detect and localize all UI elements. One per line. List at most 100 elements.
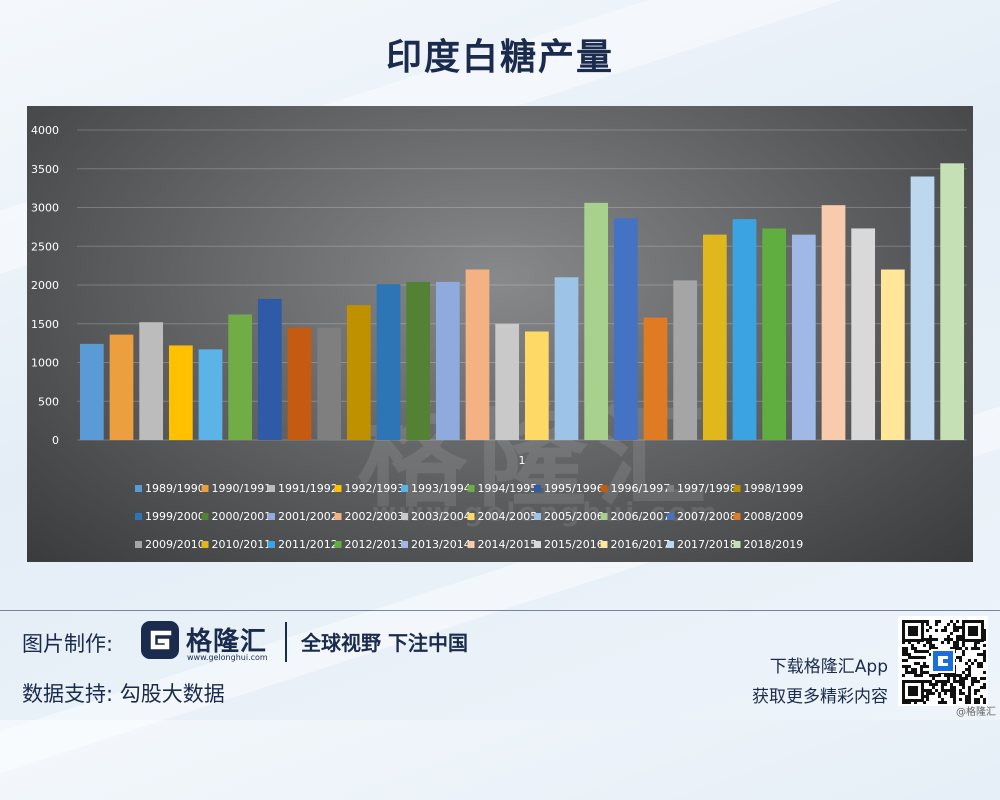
legend-label: 2004/2005 (478, 510, 538, 523)
legend-label: 1994/1995 (478, 482, 538, 495)
qr-module (974, 677, 977, 680)
qr-module (905, 647, 908, 650)
qr-module (971, 677, 974, 680)
qr-module (920, 665, 923, 668)
qr-module (923, 680, 926, 683)
qr-module (923, 695, 926, 698)
qr-module (962, 641, 965, 644)
qr-module (983, 701, 986, 704)
legend-swatch (268, 513, 275, 520)
qr-module (947, 623, 950, 626)
legend-swatch (733, 485, 741, 492)
qr-module (902, 650, 905, 653)
qr-module (941, 680, 944, 683)
qr-module (977, 647, 980, 650)
legend-swatch (600, 513, 608, 520)
qr-module (950, 695, 953, 698)
qr-module (926, 698, 929, 701)
legend-label: 2014/2015 (478, 538, 538, 551)
qr-module (977, 689, 980, 692)
qr-module (905, 653, 908, 656)
qr-module (929, 674, 932, 677)
legend-label: 2016/2017 (611, 538, 671, 551)
y-tick-label: 1500 (31, 318, 59, 331)
legend-label: 2007/2008 (677, 510, 737, 523)
qr-module (926, 650, 929, 653)
qr-module (953, 695, 956, 698)
qr-module (962, 686, 965, 689)
qr-module (962, 671, 965, 674)
qr-module (908, 656, 911, 659)
qr-module (983, 650, 986, 653)
data-source-label: 数据支持: 勾股大数据 (22, 682, 225, 706)
qr-module (902, 641, 905, 644)
qr-module (908, 626, 918, 636)
qr-module (923, 671, 926, 674)
qr-module (968, 692, 971, 695)
legend-label: 1992/1993 (345, 482, 405, 495)
qr-module (962, 677, 965, 680)
logo-url: www.gelonghui.com (187, 653, 268, 662)
qr-module (947, 641, 950, 644)
qr-module (983, 677, 986, 680)
qr-module (941, 689, 944, 692)
qr-module (947, 638, 950, 641)
qr-module (917, 656, 920, 659)
qr-module (971, 680, 974, 683)
qr-module (932, 686, 935, 689)
qr-module (908, 641, 911, 644)
legend-swatch (201, 513, 209, 520)
bar-2010-2011 (702, 234, 727, 440)
legend-swatch (135, 541, 142, 548)
legend-label: 1993/1994 (411, 482, 471, 495)
legend-label: 2008/2009 (744, 510, 804, 523)
qr-module (980, 686, 983, 689)
qr-module (971, 683, 974, 686)
logo-text: 格隆汇 (186, 627, 268, 657)
bar-chart: 0 500 1000 1500 2000 2500 3000 3500 4000 1 1989/19… (31, 124, 967, 551)
legend-swatch (268, 485, 275, 492)
qr-module (923, 620, 926, 623)
legend-swatch (534, 485, 541, 492)
qr-module (920, 674, 923, 677)
bar-2016-2017 (880, 269, 905, 440)
qr-module (983, 644, 986, 647)
qr-module (956, 656, 959, 659)
qr-module (956, 641, 959, 644)
qr-module (935, 680, 938, 683)
qr-module (959, 683, 962, 686)
qr-module (932, 647, 935, 650)
legend-label: 1997/1998 (677, 482, 737, 495)
qr-module (950, 620, 953, 623)
bar-1996-1997 (287, 327, 312, 440)
qr-module (905, 668, 908, 671)
qr-module (944, 689, 947, 692)
qr-module (980, 653, 983, 656)
qr-module (953, 692, 956, 695)
qr-code-icon (898, 616, 988, 706)
qr-module (959, 626, 962, 629)
bar-1999-2000 (376, 284, 401, 440)
qr-module (968, 668, 971, 671)
qr-module (905, 701, 908, 704)
qr-module (980, 662, 983, 665)
bar-2017-2018 (910, 176, 935, 440)
bar-2007-2008 (613, 218, 638, 440)
qr-module (971, 647, 974, 650)
qr-module (953, 641, 956, 644)
qr-module (941, 698, 944, 701)
qr-module (914, 701, 917, 704)
qr-module (923, 701, 926, 704)
qr-module (911, 656, 914, 659)
legend-label: 2006/2007 (611, 510, 671, 523)
qr-module (914, 671, 917, 674)
chart-title: 印度白糖产量 (385, 37, 614, 78)
qr-module (959, 680, 962, 683)
y-tick-label: 0 (52, 434, 59, 447)
qr-module (983, 659, 986, 662)
qr-module (962, 680, 965, 683)
qr-module (953, 626, 956, 629)
qr-module (965, 662, 968, 665)
qr-module (941, 683, 944, 686)
legend-label: 2009/2010 (145, 538, 205, 551)
